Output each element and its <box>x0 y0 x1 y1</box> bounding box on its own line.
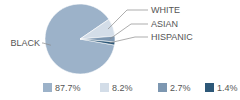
pie-slice <box>80 39 115 45</box>
leader-line <box>42 43 51 45</box>
pie-slice <box>80 19 115 39</box>
slice-label: HISPANIC <box>151 32 193 42</box>
legend-swatch <box>100 83 109 92</box>
legend-swatch <box>158 83 167 92</box>
slice-label: BLACK <box>10 38 40 48</box>
pie-slice <box>45 4 114 74</box>
value-label: 87.7% <box>55 83 81 93</box>
value-label: 2.7% <box>170 83 191 93</box>
leader-line <box>109 37 148 43</box>
slice-label: ASIAN <box>151 19 178 29</box>
value-label: 1.4% <box>217 83 238 93</box>
pie <box>45 4 115 74</box>
legend-swatch <box>43 83 52 92</box>
chart: BLACK WHITE ASIAN HISPANIC 87.7% 8.2% 2.7% 1.4% <box>0 0 240 100</box>
value-label: 8.2% <box>112 83 133 93</box>
slice-label: WHITE <box>151 5 180 15</box>
legend-swatch <box>205 83 214 92</box>
